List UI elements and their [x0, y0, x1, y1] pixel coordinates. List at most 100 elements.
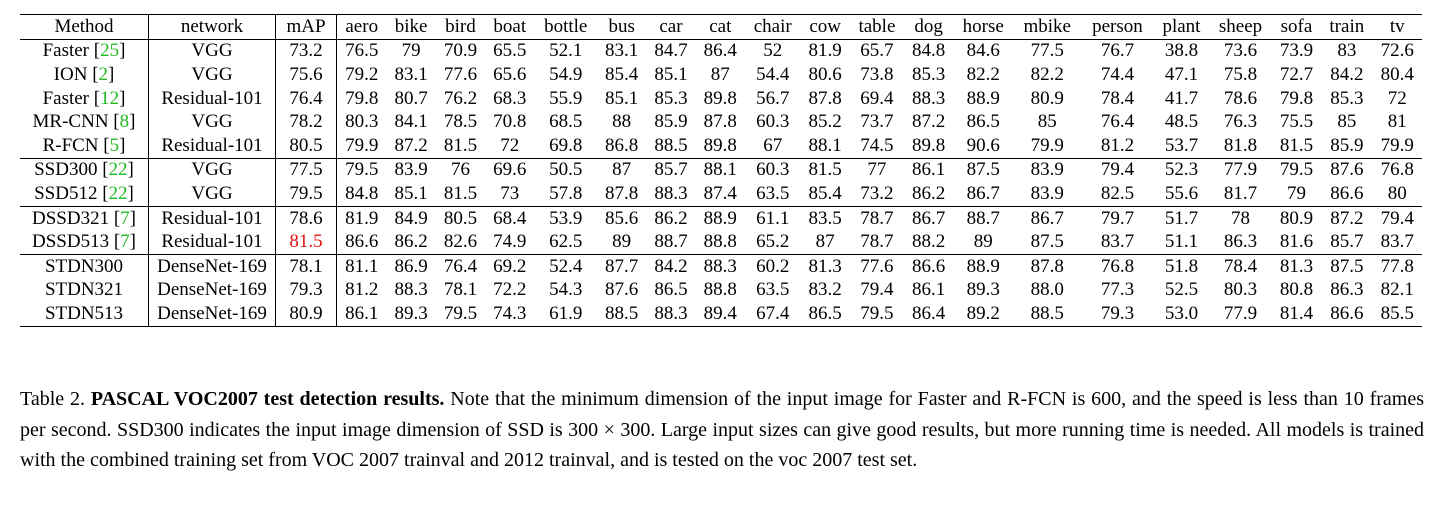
class-ap-cell: 65.2 [756, 231, 790, 253]
class-ap-cell: 83.9 [1030, 159, 1064, 181]
class-ap-cell: 55.6 [1164, 182, 1199, 204]
citation-link[interactable]: 7 [120, 207, 130, 229]
class-ap-cell: 88.2 [912, 231, 946, 253]
class-ap-cell: 89.8 [703, 134, 737, 156]
class-ap-cell: 85.4 [808, 182, 842, 204]
class-ap-cell: 88.8 [703, 279, 737, 301]
class-ap-cell: 86.3 [1330, 279, 1364, 301]
method-name: MR-CNN [32, 111, 109, 133]
class-ap-cell: 89 [612, 231, 632, 253]
class-ap-cell: 72.2 [493, 279, 527, 301]
map-cell: 79.3 [275, 278, 337, 303]
method-name: DSSD321 [32, 207, 110, 229]
citation-link[interactable]: 12 [100, 87, 120, 109]
class-ap-cell: 86.1 [912, 279, 946, 301]
class-ap-cell: 84.8 [345, 182, 379, 204]
class-ap-cell: 87.2 [394, 134, 428, 156]
class-ap-cell: 86.6 [912, 255, 946, 277]
class-ap-cell: 85.7 [654, 159, 688, 181]
table-row-group: SSD300 [22] VGG 77.5 79.5 83.9 76 69.6 50.5 87 85… [20, 158, 1422, 207]
class-ap-cell: 68.4 [493, 207, 527, 229]
network-cell: VGG [148, 110, 276, 134]
class-ap-cell: 88.5 [605, 302, 639, 324]
class-ap-cell: 73.9 [1279, 40, 1314, 62]
class-ap-cell: 76.2 [443, 87, 478, 109]
method-cell: SSD300 [22] [20, 158, 149, 183]
column-header: cow [809, 15, 841, 37]
class-ap-cell: 52.5 [1164, 279, 1199, 301]
citation-link[interactable]: 25 [100, 40, 120, 62]
class-ap-cell: 85.3 [1330, 87, 1364, 109]
table-header: Method network mAP aero bike bird boat bottle bu… [20, 14, 1422, 40]
class-ap-cell: 86.7 [966, 182, 1000, 204]
column-header: cat [709, 15, 732, 37]
class-ap-cell: 79.4 [1380, 207, 1414, 229]
class-ap-cell: 86.5 [808, 302, 842, 324]
class-ap-cell: 88.1 [703, 159, 737, 181]
class-ap-cell: 77.8 [1380, 255, 1414, 277]
class-ap-cell: 78.6 [1223, 87, 1258, 109]
class-ap-cell: 87 [612, 159, 632, 181]
column-header: dog [914, 15, 943, 37]
class-ap-cell: 74.3 [493, 302, 527, 324]
class-ap-cell: 88.5 [654, 134, 688, 156]
class-ap-cell: 87.6 [1330, 159, 1364, 181]
class-ap-cell: 81.5 [808, 159, 842, 181]
class-ap-cell: 82.2 [1030, 63, 1064, 85]
class-ap-cell: 79.5 [443, 302, 478, 324]
class-ap-cell: 78.4 [1100, 87, 1135, 109]
class-ap-cell: 86.1 [912, 159, 946, 181]
method-cell: DSSD513 [7] [20, 230, 149, 255]
class-ap-cell: 81.5 [443, 134, 478, 156]
class-ap-cell: 69.4 [860, 87, 894, 109]
network-cell: VGG [148, 158, 276, 183]
class-ap-cell: 86.5 [654, 279, 688, 301]
class-ap-cell: 80.8 [1279, 279, 1314, 301]
class-ap-cell: 80.6 [808, 63, 842, 85]
class-ap-cell: 88.1 [808, 134, 842, 156]
class-ap-cell: 80.3 [1223, 279, 1258, 301]
header-row: Method network mAP aero bike bird boat bottle bu… [20, 14, 1422, 40]
class-ap-cell: 85.2 [808, 111, 842, 133]
citation-link[interactable]: 22 [108, 159, 128, 181]
class-ap-cell: 81 [1387, 111, 1407, 133]
citation-link[interactable]: 5 [109, 134, 120, 156]
class-ap-cell: 60.3 [756, 111, 790, 133]
class-ap-cell: 88 [612, 111, 632, 133]
map-cell: 78.1 [275, 254, 337, 279]
column-header: tv [1389, 15, 1405, 37]
class-ap-cell: 89.2 [966, 302, 1000, 324]
citation-link[interactable]: 8 [119, 111, 130, 133]
column-header: person [1092, 15, 1143, 37]
class-ap-cell: 53.0 [1164, 302, 1199, 324]
citation-link[interactable]: 2 [98, 63, 109, 85]
method-name: R-FCN [42, 134, 99, 156]
citation-link[interactable]: 22 [108, 182, 128, 204]
class-ap-cell: 62.5 [549, 231, 583, 253]
class-ap-cell: 55.9 [549, 87, 583, 109]
table-row: MR-CNN [8] VGG 78.2 80.3 84.1 78.5 70.8 68.5 88 8… [20, 110, 1422, 134]
table-row: DSSD321 [7] Residual-101 78.6 81.9 84.9 80.5 6… [20, 206, 1422, 231]
class-ap-cell: 87.8 [808, 87, 842, 109]
class-ap-cell: 79.2 [345, 63, 379, 85]
class-ap-cell: 79.8 [345, 87, 379, 109]
class-ap-cell: 51.1 [1164, 231, 1199, 253]
class-ap-cell: 79.5 [860, 302, 894, 324]
column-header: car [659, 15, 683, 37]
citation-link[interactable]: 7 [120, 231, 130, 253]
class-ap-cell: 61.9 [549, 302, 583, 324]
table-row: SSD300 [22] VGG 77.5 79.5 83.9 76 69.6 50.5 87 85… [20, 158, 1422, 183]
method-cell: ION [2] [20, 63, 149, 87]
class-ap-cell: 85 [1337, 111, 1357, 133]
column-header: horse [962, 15, 1004, 37]
column-header: train [1329, 15, 1365, 37]
class-ap-cell: 54.4 [756, 63, 790, 85]
class-ap-cell: 60.3 [756, 159, 790, 181]
network-cell: DenseNet-169 [148, 254, 276, 279]
class-ap-cell: 80.5 [443, 207, 478, 229]
class-ap-cell: 86.6 [345, 231, 379, 253]
class-ap-cell: 79 [401, 40, 421, 62]
table-row-group: Faster [25] VGG 73.2 76.5 79 70.9 65.5 52.1 83.1… [20, 39, 1422, 159]
class-ap-cell: 77.3 [1100, 279, 1135, 301]
table-row-group: DSSD321 [7] Residual-101 78.6 81.9 84.9 80.5 6… [20, 206, 1422, 255]
